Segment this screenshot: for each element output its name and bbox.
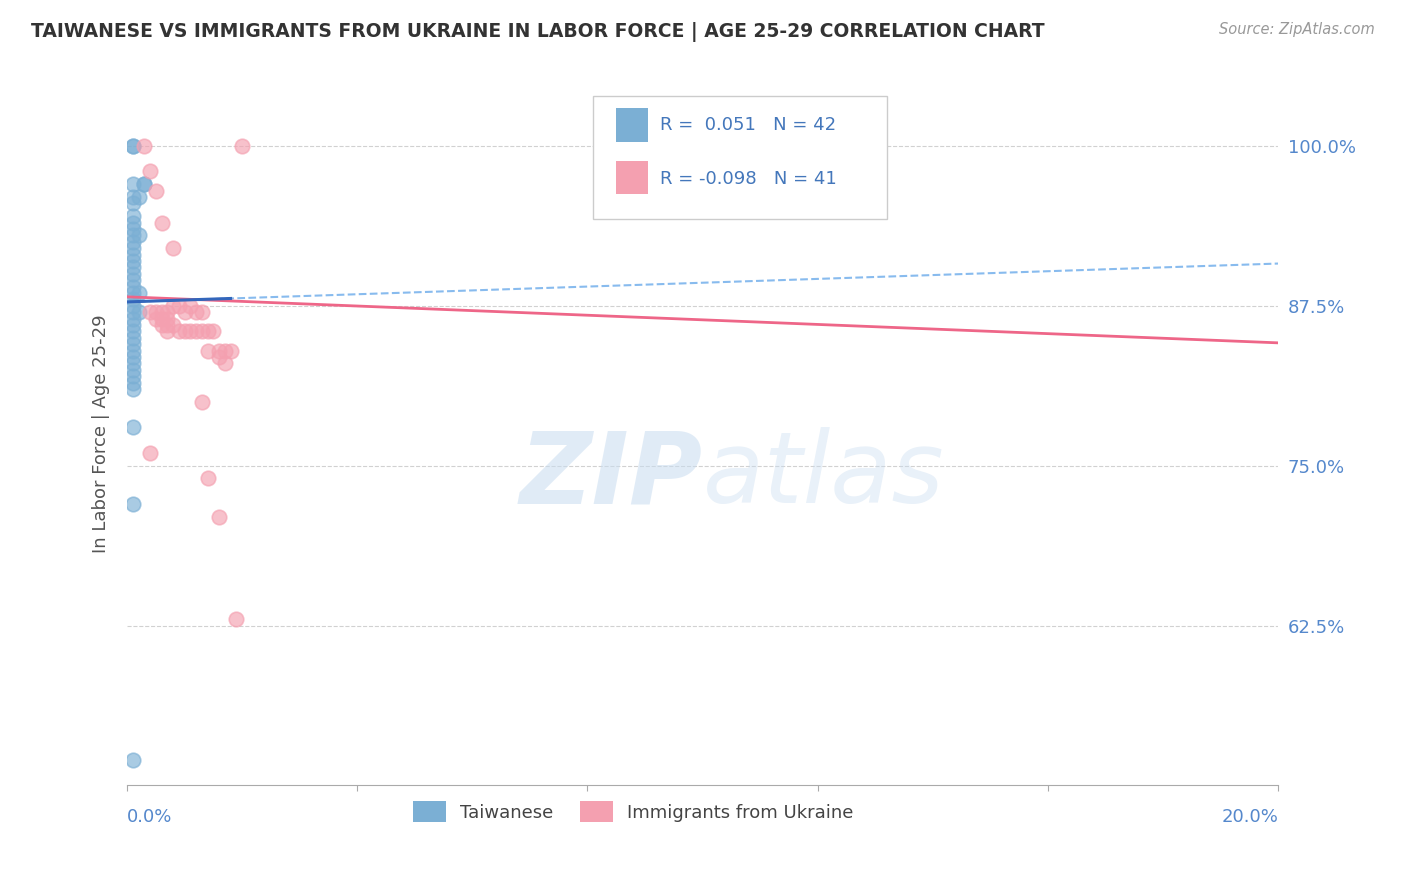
Point — [121, 420, 143, 434]
Point — [231, 139, 253, 153]
Point — [202, 324, 225, 338]
Point — [128, 190, 150, 204]
Point — [121, 260, 143, 275]
Point — [150, 216, 173, 230]
Point — [121, 273, 143, 287]
Point — [121, 285, 143, 300]
Point — [173, 305, 195, 319]
Point — [191, 305, 214, 319]
Point — [197, 324, 219, 338]
Point — [179, 324, 201, 338]
Text: atlas: atlas — [703, 427, 945, 524]
Point — [208, 343, 231, 358]
Point — [121, 337, 143, 351]
Point — [167, 324, 190, 338]
Point — [156, 311, 179, 326]
Text: R =  0.051   N = 42: R = 0.051 N = 42 — [659, 116, 837, 134]
Point — [191, 324, 214, 338]
Legend: Taiwanese, Immigrants from Ukraine: Taiwanese, Immigrants from Ukraine — [406, 794, 860, 830]
Point — [121, 497, 143, 511]
Point — [156, 305, 179, 319]
Point — [150, 318, 173, 332]
Point — [121, 305, 143, 319]
Point — [121, 376, 143, 390]
Point — [145, 305, 167, 319]
Point — [214, 356, 236, 370]
Point — [121, 350, 143, 364]
Point — [208, 350, 231, 364]
Point — [208, 509, 231, 524]
Point — [121, 228, 143, 243]
Point — [121, 247, 143, 261]
Point — [128, 228, 150, 243]
Text: R = -0.098   N = 41: R = -0.098 N = 41 — [659, 169, 837, 188]
Point — [121, 139, 143, 153]
Point — [145, 311, 167, 326]
Point — [162, 318, 184, 332]
Point — [162, 241, 184, 255]
Point — [121, 382, 143, 396]
Point — [214, 343, 236, 358]
Text: TAIWANESE VS IMMIGRANTS FROM UKRAINE IN LABOR FORCE | AGE 25-29 CORRELATION CHAR: TAIWANESE VS IMMIGRANTS FROM UKRAINE IN … — [31, 22, 1045, 42]
Point — [134, 139, 156, 153]
Point — [121, 190, 143, 204]
Point — [128, 285, 150, 300]
Point — [121, 369, 143, 384]
Point — [150, 305, 173, 319]
Point — [197, 343, 219, 358]
Point — [121, 209, 143, 223]
Point — [121, 299, 143, 313]
Point — [121, 241, 143, 255]
Point — [121, 254, 143, 268]
Point — [167, 299, 190, 313]
Point — [139, 164, 162, 178]
Point — [121, 356, 143, 370]
Point — [121, 216, 143, 230]
Point — [134, 178, 156, 192]
Point — [121, 178, 143, 192]
Point — [139, 305, 162, 319]
Point — [139, 446, 162, 460]
FancyBboxPatch shape — [593, 96, 887, 219]
Text: 20.0%: 20.0% — [1222, 808, 1278, 827]
Point — [184, 305, 207, 319]
Point — [121, 331, 143, 345]
Point — [173, 324, 195, 338]
Point — [121, 293, 143, 307]
Point — [162, 299, 184, 313]
Point — [156, 318, 179, 332]
Point — [121, 235, 143, 249]
Point — [121, 753, 143, 767]
Point — [134, 178, 156, 192]
Point — [121, 279, 143, 293]
FancyBboxPatch shape — [616, 161, 648, 194]
Point — [121, 196, 143, 211]
Point — [219, 343, 242, 358]
Point — [150, 311, 173, 326]
Text: 0.0%: 0.0% — [127, 808, 173, 827]
Point — [121, 267, 143, 281]
Point — [156, 324, 179, 338]
FancyBboxPatch shape — [616, 108, 648, 142]
Point — [184, 324, 207, 338]
Point — [121, 343, 143, 358]
Point — [191, 394, 214, 409]
Point — [121, 318, 143, 332]
Point — [179, 299, 201, 313]
Text: ZIP: ZIP — [520, 427, 703, 524]
Point — [121, 324, 143, 338]
Point — [121, 311, 143, 326]
Point — [121, 139, 143, 153]
Text: Source: ZipAtlas.com: Source: ZipAtlas.com — [1219, 22, 1375, 37]
Point — [121, 222, 143, 236]
Point — [197, 471, 219, 485]
Point — [145, 184, 167, 198]
Point — [225, 612, 247, 626]
Point — [128, 305, 150, 319]
Y-axis label: In Labor Force | Age 25-29: In Labor Force | Age 25-29 — [93, 314, 110, 553]
Point — [121, 362, 143, 376]
